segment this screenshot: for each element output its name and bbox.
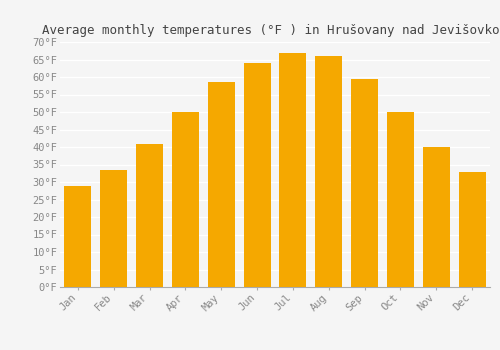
Bar bbox=[423, 147, 450, 287]
Bar bbox=[280, 52, 306, 287]
Bar bbox=[100, 170, 127, 287]
Bar bbox=[172, 112, 199, 287]
Bar bbox=[316, 56, 342, 287]
Bar bbox=[64, 186, 92, 287]
Bar bbox=[351, 79, 378, 287]
Bar bbox=[244, 63, 270, 287]
Bar bbox=[136, 144, 163, 287]
Title: Average monthly temperatures (°F ) in Hrušovany nad Jevišovkou: Average monthly temperatures (°F ) in Hr… bbox=[42, 24, 500, 37]
Bar bbox=[458, 172, 485, 287]
Bar bbox=[208, 82, 234, 287]
Bar bbox=[387, 112, 414, 287]
